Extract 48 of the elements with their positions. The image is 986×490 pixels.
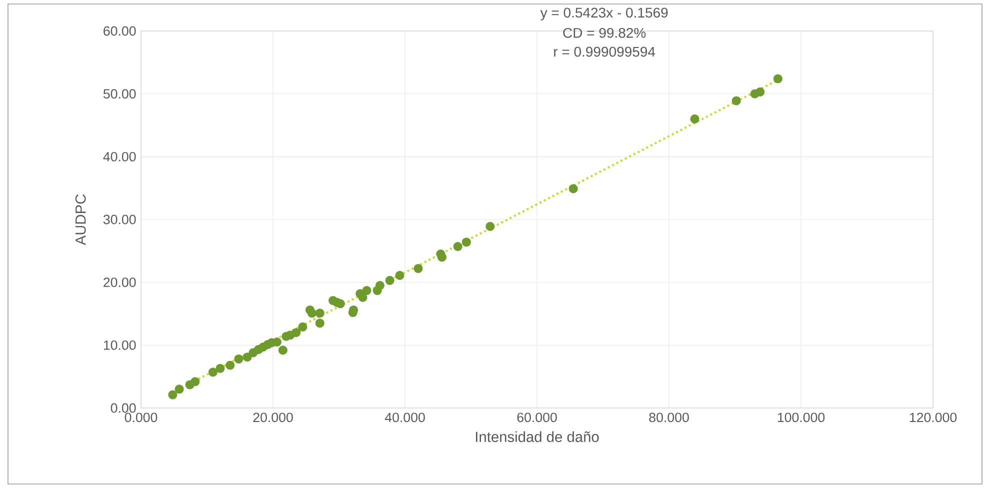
point — [315, 318, 324, 328]
x-tick-label: 40.000 — [384, 412, 425, 422]
point — [292, 328, 301, 338]
point — [732, 96, 741, 106]
x-axis-title: Intensidad de daño — [476, 431, 599, 442]
point — [174, 384, 184, 394]
point — [315, 308, 324, 318]
point — [272, 337, 282, 347]
y-tick-label: 10.00 — [104, 340, 136, 350]
y-tick-label: 40.00 — [103, 152, 136, 162]
x-tick-label: 0.000 — [124, 412, 158, 422]
x-tick-label: 20.000 — [253, 412, 293, 422]
point — [773, 74, 782, 84]
point — [307, 308, 316, 318]
y-tick-label: 30.00 — [103, 214, 136, 224]
point — [395, 270, 404, 280]
x-tick-label: 120.000 — [910, 412, 957, 422]
point — [414, 264, 423, 274]
x-tick-label: 60.000 — [517, 412, 557, 422]
point — [690, 114, 700, 124]
annotation: r = 0.999099594 — [554, 46, 656, 57]
y-tick-label: 0.00 — [110, 403, 136, 413]
point — [216, 364, 225, 373]
point — [362, 286, 372, 296]
point — [375, 280, 384, 290]
point — [462, 238, 471, 247]
point — [568, 184, 578, 194]
point — [234, 354, 244, 364]
point — [226, 360, 235, 370]
annotation: CD = 99.82% — [563, 28, 646, 38]
point — [756, 87, 765, 96]
point — [242, 352, 252, 362]
y-tick-label: 60.00 — [104, 26, 136, 36]
y-axis-title: AUDPC — [75, 194, 86, 246]
point — [385, 276, 394, 285]
point — [190, 377, 200, 386]
text: y = 0.5423x - 0.1569 — [540, 8, 668, 20]
point — [278, 346, 288, 355]
x-tick-label: 100.000 — [778, 412, 825, 422]
point — [168, 390, 178, 400]
y-tick-label: 20.00 — [104, 278, 136, 288]
point — [453, 242, 462, 252]
y-tick-label: 50.00 — [103, 89, 136, 99]
point — [437, 252, 446, 262]
x-tick-label: 80.000 — [649, 412, 689, 422]
point — [298, 322, 308, 332]
point — [208, 368, 218, 377]
point — [486, 222, 495, 231]
